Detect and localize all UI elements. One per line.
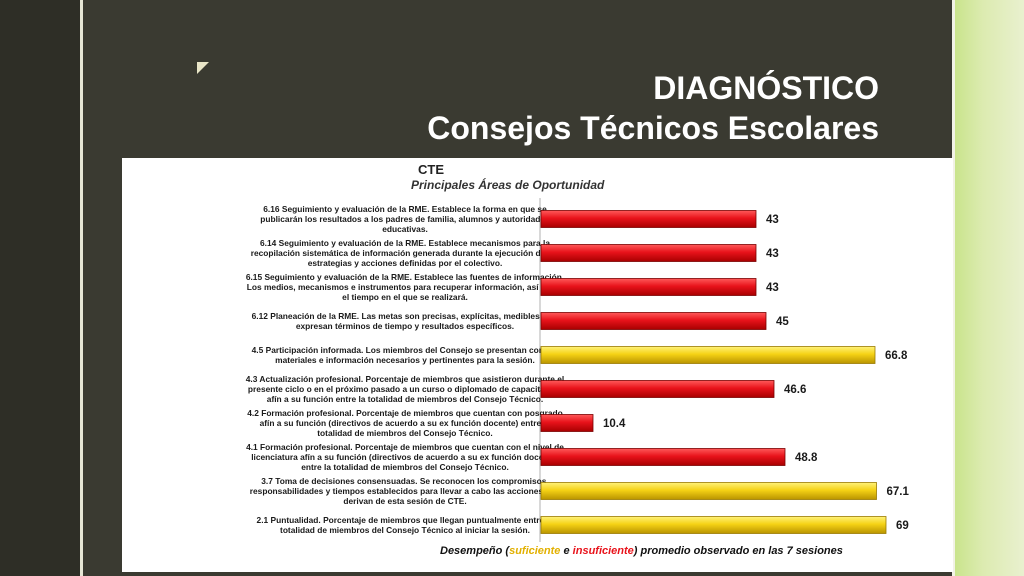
chart-panel: CTE Principales Áreas de Oportunidad 6.1… — [122, 158, 953, 572]
value-label: 43 — [766, 282, 779, 294]
value-label: 45 — [776, 316, 789, 328]
category-label: el tiempo en el que se realizará. — [342, 292, 468, 302]
category-label: 6.12 Planeación de la RME. Las metas son… — [252, 311, 559, 321]
slide-subtitle: Consejos Técnicos Escolares — [427, 110, 879, 146]
legend-suffix: ) promedio observado en las 7 sesiones — [633, 545, 843, 557]
category-label: presente ciclo o en el próximo pasado a … — [248, 384, 562, 394]
category-label: entre la totalidad de miembros del Conse… — [301, 462, 509, 472]
legend-insufficient: insuficiente — [573, 545, 634, 557]
category-label: 3.7 Toma de decisiones consensuadas. Se … — [261, 476, 549, 486]
bar — [540, 448, 786, 466]
value-label: 43 — [766, 248, 779, 260]
bar — [540, 516, 887, 534]
right-accent-panel — [955, 0, 1024, 576]
category-label: 2.1 Puntualidad. Porcentaje de miembros … — [257, 515, 554, 525]
category-label: 4.5 Participación informada. Los miembro… — [252, 345, 559, 355]
value-label: 48.8 — [795, 452, 818, 464]
category-label: 6.15 Seguimiento y evaluación de la RME.… — [246, 272, 564, 282]
value-label: 69 — [896, 520, 909, 532]
category-label: 4.3 Actualización profesional. Porcentaj… — [246, 374, 565, 384]
bar — [540, 244, 757, 262]
category-label: totalidad de miembros del Consejo Técnic… — [280, 525, 530, 535]
legend-sufficient: suficiente — [509, 545, 560, 557]
category-label: 4.1 Formación profesional. Porcentaje de… — [246, 442, 564, 452]
category-label: 6.16 Seguimiento y evaluación de la RME.… — [263, 204, 547, 214]
value-label: 66.8 — [885, 350, 908, 362]
legend-prefix: Desempeño ( — [440, 545, 510, 557]
category-label: recopilación sistemática de información … — [251, 248, 560, 258]
value-label: 43 — [766, 214, 779, 226]
bar-chart: CTE Principales Áreas de Oportunidad 6.1… — [246, 162, 910, 557]
category-label: Los medios, mecanismos e instrumentos pa… — [247, 282, 564, 292]
bar — [540, 278, 757, 296]
chart-subtitle: Principales Áreas de Oportunidad — [411, 177, 605, 192]
chart-title: CTE — [418, 162, 444, 177]
bar — [540, 414, 594, 432]
corner-triangle-icon — [197, 62, 209, 74]
left-decor-strip — [0, 0, 80, 576]
bar — [540, 312, 767, 330]
category-label: derivan de esta sesión de CTE. — [343, 496, 466, 506]
slide-title: DIAGNÓSTICO — [653, 70, 879, 106]
category-label: expresan términos de tiempo y resultados… — [296, 321, 514, 331]
value-label: 10.4 — [603, 418, 626, 430]
category-label: educativas. — [382, 224, 428, 234]
bar — [540, 482, 877, 500]
right-divider — [952, 0, 955, 576]
chart-legend: Desempeño (suficiente e insuficiente) pr… — [440, 545, 843, 557]
category-label: afín a su función entre la totalidad de … — [267, 394, 543, 404]
category-label: 4.2 Formación profesional. Porcentaje de… — [247, 408, 563, 418]
category-label: 6.14 Seguimiento y evaluación de la RME.… — [260, 238, 550, 248]
left-divider — [80, 0, 83, 576]
value-label: 46.6 — [784, 384, 806, 396]
category-label: licenciatura afín a su función (directiv… — [251, 452, 559, 462]
legend-connector: e — [560, 545, 572, 557]
bar — [540, 380, 775, 398]
category-label: estrategias y acciones definidas por el … — [308, 258, 503, 268]
category-label: materiales e información necesarios y pe… — [275, 355, 535, 365]
bar — [540, 210, 757, 228]
value-label: 67.1 — [887, 486, 910, 498]
category-label: responsabilidades y tiempos establecidos… — [250, 486, 561, 496]
category-label: afín a su función (directivos de acuerdo… — [260, 418, 551, 428]
category-label: totalidad de miembros del Consejo Técnic… — [317, 428, 492, 438]
category-label: publicarán los resultados a los padres d… — [260, 214, 550, 224]
bar — [540, 346, 876, 364]
